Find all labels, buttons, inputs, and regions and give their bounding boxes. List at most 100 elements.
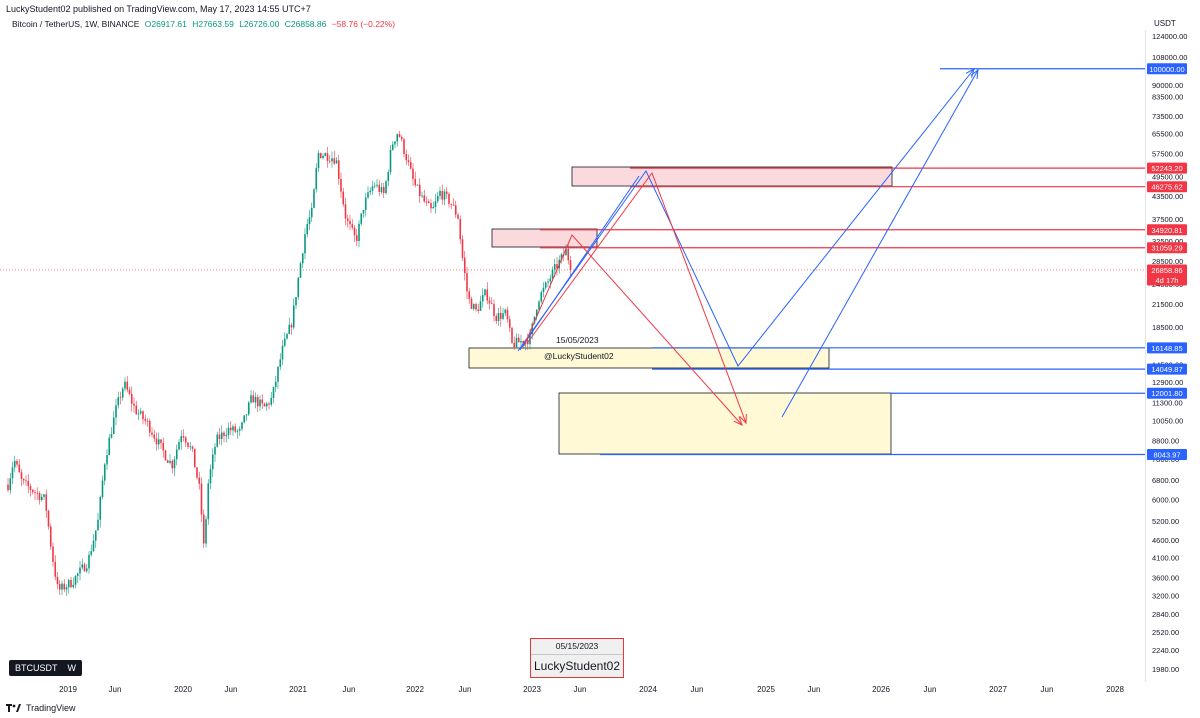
candle-body	[52, 546, 54, 562]
change-value: −58.76 (−0.22%)	[331, 19, 396, 29]
candle-body	[481, 295, 484, 302]
candle-body	[538, 301, 540, 310]
author-annotation: @LuckyStudent02	[544, 351, 614, 361]
candle-body	[367, 192, 369, 198]
time-tick-label: 2021	[289, 685, 307, 694]
candle-body	[306, 223, 309, 235]
candle-body	[119, 397, 122, 399]
time-tick-label: 2028	[1106, 685, 1124, 694]
candle-body	[391, 144, 394, 150]
candle-body	[216, 434, 219, 447]
candle-body	[65, 587, 68, 590]
price-tick-label: 11300.00	[1152, 398, 1183, 407]
candle-body	[184, 437, 187, 443]
candle-body	[79, 567, 81, 574]
candle-body	[506, 309, 509, 320]
candle-body	[322, 155, 324, 159]
candle-body	[407, 160, 410, 163]
level-tag-label: 16148.85	[1151, 344, 1182, 353]
candle-body	[16, 460, 18, 465]
price-tick-label: 57500.00	[1152, 149, 1183, 158]
candle-body	[252, 395, 255, 403]
candle-body	[416, 184, 419, 186]
candle-body	[56, 576, 59, 584]
candle-body	[25, 480, 27, 482]
candle-body	[277, 366, 279, 382]
candle-body	[263, 403, 266, 407]
candle-body	[247, 402, 250, 415]
candle-body	[409, 162, 412, 169]
candle-body	[493, 304, 495, 316]
price-tick-label: 18500.00	[1152, 323, 1183, 332]
candle-body	[245, 414, 248, 416]
candle-body	[175, 449, 178, 460]
level-tag-label: 12001.80	[1151, 389, 1182, 398]
candle-body	[146, 420, 149, 422]
candle-body	[250, 395, 252, 403]
level-tag-label: 8043.97	[1153, 450, 1180, 459]
candle-body	[515, 337, 518, 348]
candle-body	[508, 319, 511, 328]
level-tag	[1147, 342, 1187, 354]
candle-body	[13, 460, 16, 468]
candle-body	[196, 467, 198, 478]
candle-body	[115, 405, 117, 418]
candle-body	[7, 484, 9, 491]
candle-body	[160, 439, 162, 444]
candle-body	[326, 153, 329, 161]
candle-body	[182, 436, 185, 438]
candle-body	[382, 187, 385, 194]
price-tick-label: 43500.00	[1152, 192, 1183, 201]
candle-body	[202, 514, 205, 544]
candle-body	[450, 203, 453, 205]
candle-body	[358, 223, 360, 242]
candle-body	[130, 393, 133, 404]
candle-body	[218, 434, 221, 439]
candle-body	[353, 227, 356, 236]
candle-body	[74, 575, 77, 585]
symbol-legend[interactable]: Bitcoin / TetherUS, 1W, BINANCE O26917.6…	[12, 19, 398, 29]
level-tag	[1147, 387, 1187, 399]
candle-body	[49, 526, 52, 547]
level-tag-label: 46275.62	[1151, 183, 1182, 192]
candle-body	[292, 305, 295, 328]
candle-body	[164, 450, 167, 461]
time-tick-label: 2020	[174, 685, 192, 694]
time-tick-label: 2019	[59, 685, 77, 694]
support-zone-lower	[558, 392, 892, 455]
candle-body	[484, 289, 486, 296]
candle-body	[139, 411, 142, 414]
price-tick-label: 1980.00	[1152, 665, 1179, 674]
badge-interval: W	[67, 663, 77, 673]
candle-body	[394, 141, 396, 145]
candle-body	[283, 338, 286, 346]
candle-body	[22, 479, 25, 481]
candle-body	[205, 519, 207, 544]
footer-brand-text: TradingView	[26, 703, 76, 713]
resistance-zone-lower	[491, 228, 598, 248]
candle-body	[387, 172, 390, 182]
candle-body	[220, 432, 223, 439]
candle-body	[58, 583, 61, 590]
price-tick-label: 73500.00	[1152, 112, 1183, 121]
candle-body	[425, 201, 428, 203]
candle-body	[333, 158, 336, 164]
candle-body	[549, 278, 552, 282]
candle-body	[403, 139, 405, 155]
candle-body	[169, 460, 171, 463]
price-tick-label: 10050.00	[1152, 416, 1183, 425]
candle-body	[162, 443, 165, 451]
candle-body	[540, 292, 543, 302]
candle-body	[90, 551, 93, 555]
projection-path-red-long	[527, 171, 747, 424]
candle-body	[236, 430, 239, 432]
candle-body	[232, 426, 234, 431]
symbol-badge[interactable]: BTCUSDT W	[9, 660, 82, 676]
candle-body	[324, 153, 327, 156]
arrow-head-blue-second	[970, 68, 979, 79]
price-tick-label: 4100.00	[1152, 554, 1179, 563]
candle-body	[9, 478, 12, 491]
candle-body	[439, 190, 441, 196]
candle-body	[229, 427, 232, 431]
